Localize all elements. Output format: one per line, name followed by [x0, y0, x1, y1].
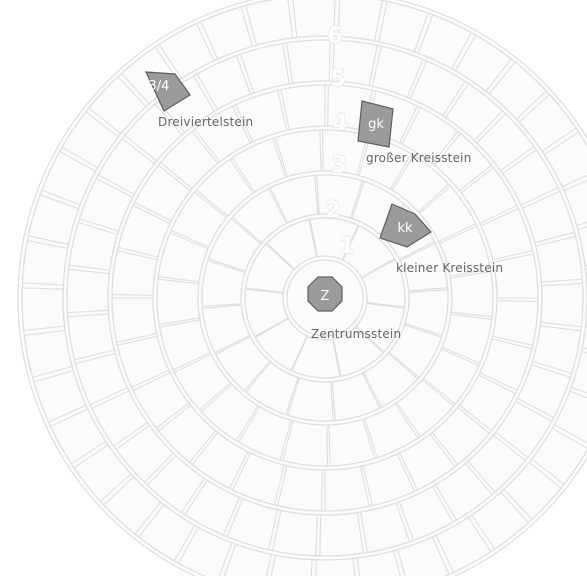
paving-grid	[18, 0, 587, 576]
radial-joint	[323, 130, 324, 171]
dreiviertelstein-code: 3/4	[149, 79, 170, 94]
radial-joint	[112, 295, 153, 296]
radial-joint	[327, 425, 328, 466]
ring-number-5: 5	[330, 67, 345, 92]
zentrumsstein-code: Z	[321, 289, 330, 304]
zentrumsstein-label: Zentrumsstein	[311, 327, 401, 341]
ring-number-1: 1	[339, 234, 354, 259]
kleiner-kreisstein-code: kk	[397, 221, 413, 236]
dreiviertelstein-label: Dreiviertelstein	[158, 115, 253, 129]
radial-joint	[322, 470, 323, 511]
ring-number-3: 3	[331, 153, 346, 178]
grosser-kreisstein-label: großer Kreisstein	[366, 151, 472, 165]
ring-number-2: 2	[325, 198, 340, 223]
radial-joint	[328, 85, 329, 126]
ring-number-4: 4	[332, 111, 347, 136]
kleiner-kreisstein-label: kleiner Kreisstein	[396, 261, 503, 275]
radial-joint	[497, 301, 538, 302]
grosser-kreisstein-code: gk	[368, 117, 384, 132]
ring-number-6: 6	[327, 24, 342, 49]
